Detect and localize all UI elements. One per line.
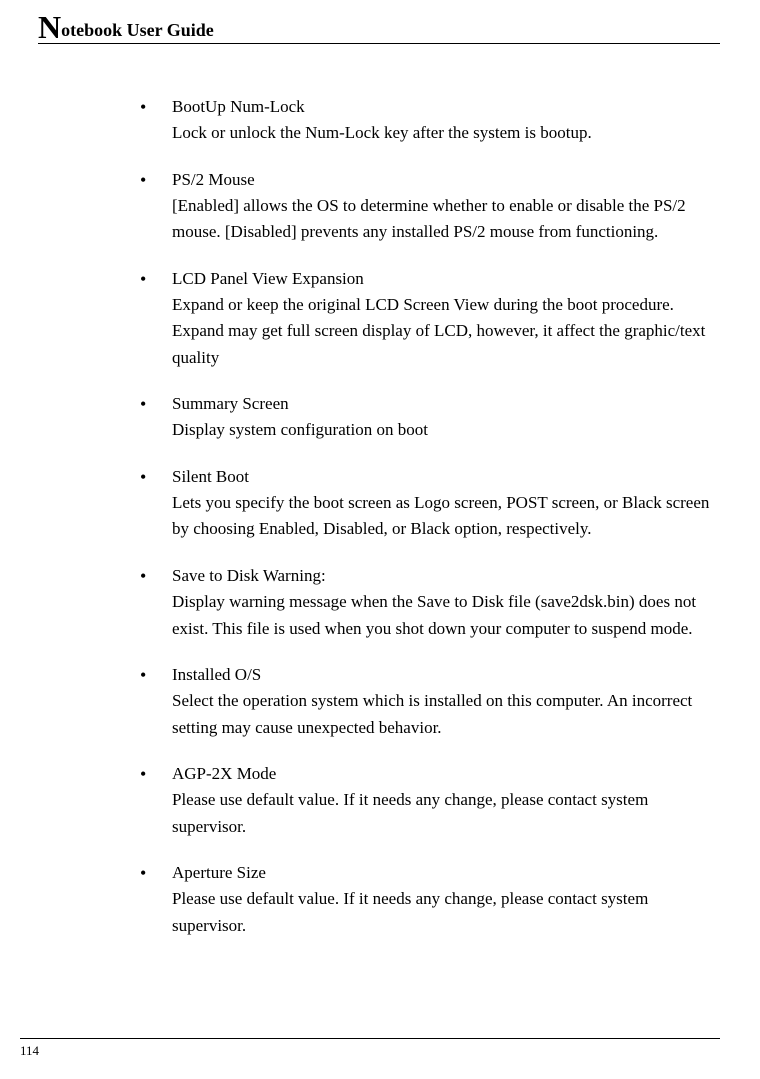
page-header: Notebook User Guide [38,20,720,44]
header-dropcap: N [38,9,61,45]
list-item: Summary Screen Display system configurat… [140,391,720,444]
list-item: BootUp Num-Lock Lock or unlock the Num-L… [140,94,720,147]
item-title: LCD Panel View Expansion [172,266,720,292]
item-title: Silent Boot [172,464,720,490]
page-number: 114 [20,1043,39,1058]
item-title: PS/2 Mouse [172,167,720,193]
list-item: Aperture Size Please use default value. … [140,860,720,939]
list-item: Installed O/S Select the operation syste… [140,662,720,741]
item-desc: Lets you specify the boot screen as Logo… [172,490,720,543]
list-item: AGP-2X Mode Please use default value. If… [140,761,720,840]
list-item: LCD Panel View Expansion Expand or keep … [140,266,720,371]
item-title: Installed O/S [172,662,720,688]
item-title: Summary Screen [172,391,720,417]
item-desc: Please use default value. If it needs an… [172,787,720,840]
item-title: BootUp Num-Lock [172,94,720,120]
item-desc: [Enabled] allows the OS to determine whe… [172,193,720,246]
item-desc: Display warning message when the Save to… [172,589,720,642]
header-title: Notebook User Guide [38,20,214,40]
item-title: Save to Disk Warning: [172,563,720,589]
item-desc: Lock or unlock the Num-Lock key after th… [172,120,720,146]
item-desc: Display system configuration on boot [172,417,720,443]
item-desc: Expand or keep the original LCD Screen V… [172,292,720,371]
item-title: AGP-2X Mode [172,761,720,787]
page-footer: 114 [20,1038,720,1059]
list-item: Silent Boot Lets you specify the boot sc… [140,464,720,543]
item-desc: Please use default value. If it needs an… [172,886,720,939]
item-desc: Select the operation system which is ins… [172,688,720,741]
list-item: Save to Disk Warning: Display warning me… [140,563,720,642]
header-rest: otebook User Guide [61,20,214,40]
settings-list: BootUp Num-Lock Lock or unlock the Num-L… [20,94,720,939]
list-item: PS/2 Mouse [Enabled] allows the OS to de… [140,167,720,246]
item-title: Aperture Size [172,860,720,886]
